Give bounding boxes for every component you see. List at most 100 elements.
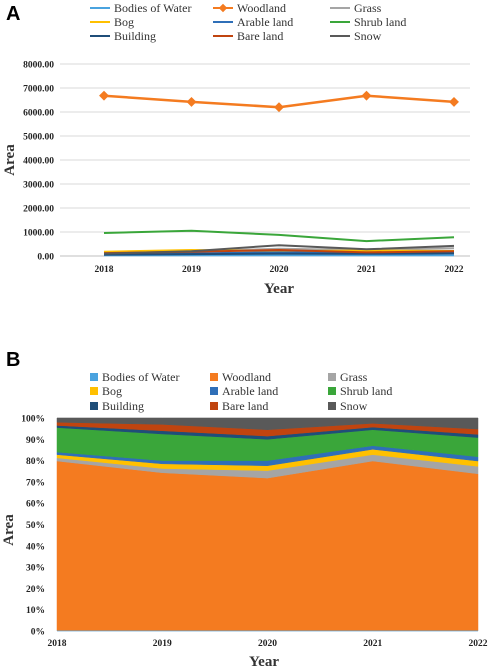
series-line: [103, 244, 455, 255]
legend-item-snow: Snow: [328, 399, 368, 413]
panel-a-y-ticks: 0.00 1000.00 2000.00 3000.00 4000.00 5000.00 6…: [23, 61, 54, 263]
legend-label: Bodies of Water: [114, 1, 191, 15]
legend-item-grass: Grass: [330, 1, 382, 15]
panel-a-gridlines: [60, 63, 470, 257]
legend-label: Shrub land: [354, 15, 406, 29]
y-tick-label: 80%: [26, 457, 45, 467]
legend-swatch: [210, 373, 218, 381]
data-point: [361, 90, 372, 101]
y-tick-label: 3000.00: [23, 181, 54, 191]
legend-item-bodies-of-water: Bodies of Water: [90, 1, 191, 15]
series-line: [103, 252, 455, 256]
legend-label: Building: [102, 399, 144, 413]
panel-a-x-ticks: 2018 2019 2020 2021 2022: [95, 265, 464, 275]
legend-item-arable-land: Arable land: [210, 384, 278, 398]
x-tick-label: 2021: [363, 639, 382, 649]
legend-item-grass: Grass: [328, 370, 368, 384]
x-tick-label: 2020: [258, 639, 277, 649]
y-tick-label: 30%: [26, 564, 45, 574]
legend-label: Bare land: [222, 399, 268, 413]
series-line: [103, 249, 455, 253]
area-woodland: [56, 460, 479, 631]
legend-item-bog: Bog: [90, 15, 134, 29]
legend-label: Bare land: [237, 29, 283, 43]
panel-b-y-axis-title: Area: [1, 514, 17, 546]
legend-swatch: [210, 402, 218, 410]
y-tick-label: 10%: [26, 606, 45, 616]
legend-item-arable-land: Arable land: [213, 15, 293, 29]
legend-label: Arable land: [237, 15, 293, 29]
series-snow: [103, 244, 455, 255]
legend-item-bare-land: Bare land: [213, 29, 283, 43]
legend-item-shrub-land: Shrub land: [330, 15, 406, 29]
y-tick-label: 70%: [26, 478, 45, 488]
panel-b-area-chart: B Bodies of Water Woodland Grass Bog Arable …: [1, 349, 488, 670]
y-tick-label: 1000.00: [23, 229, 54, 239]
data-point: [186, 96, 197, 107]
y-tick-label: 100%: [21, 415, 45, 425]
legend-label: Snow: [340, 399, 368, 413]
legend-label: Bodies of Water: [102, 370, 179, 384]
x-tick-label: 2019: [182, 265, 201, 275]
legend-item-bog: Bog: [90, 384, 122, 398]
legend-label: Arable land: [222, 384, 278, 398]
y-tick-label: 4000.00: [23, 157, 54, 167]
legend-label: Shrub land: [340, 384, 392, 398]
x-tick-label: 2018: [95, 265, 114, 275]
legend-label: Grass: [354, 1, 382, 15]
legend-item-bodies-of-water: Bodies of Water: [90, 370, 179, 384]
legend-marker: [218, 3, 228, 13]
legend-item-woodland: Woodland: [213, 1, 286, 15]
legend-swatch: [328, 387, 336, 395]
legend-label: Bog: [114, 15, 134, 29]
panel-b-y-ticks: 0% 10% 20% 30% 40% 50% 60% 70% 80% 90% 100%: [21, 415, 45, 638]
y-tick-label: 50%: [26, 521, 45, 531]
panel-a-y-axis-title: Area: [2, 144, 18, 176]
x-tick-label: 2020: [270, 265, 289, 275]
x-tick-label: 2019: [153, 639, 172, 649]
y-tick-label: 0.00: [37, 253, 54, 263]
panel-b-legend: Bodies of Water Woodland Grass Bog Arable la…: [90, 370, 392, 413]
legend-item-building: Building: [90, 29, 156, 43]
legend-swatch: [328, 402, 336, 410]
legend-item-snow: Snow: [330, 29, 382, 43]
y-tick-label: 90%: [26, 436, 45, 446]
legend-label: Bog: [102, 384, 122, 398]
legend-label: Woodland: [237, 1, 286, 15]
legend-item-shrub-land: Shrub land: [328, 384, 392, 398]
y-tick-label: 2000.00: [23, 205, 54, 215]
panel-a-line-chart: A Bodies of Water Woodland Grass Bog Arable …: [2, 1, 470, 297]
series-bog: [103, 249, 455, 253]
area-snow: [56, 417, 479, 430]
y-tick-label: 6000.00: [23, 109, 54, 119]
series-building: [103, 252, 455, 256]
data-point: [99, 90, 109, 101]
legend-swatch: [328, 373, 336, 381]
legend-item-bare-land: Bare land: [210, 399, 268, 413]
y-tick-label: 40%: [26, 542, 45, 552]
panel-a-legend: Bodies of Water Woodland Grass Bog Arable la…: [90, 1, 406, 43]
legend-label: Grass: [340, 370, 368, 384]
y-tick-label: 5000.00: [23, 133, 54, 143]
legend-label: Woodland: [222, 370, 271, 384]
y-tick-label: 8000.00: [23, 61, 54, 71]
panel-b-plot-area: [56, 417, 479, 632]
series-woodland: [99, 90, 459, 113]
panel-b-x-ticks: 2018 2019 2020 2021 2022: [48, 639, 488, 649]
series-shrub-land: [103, 229, 455, 243]
legend-item-woodland: Woodland: [210, 370, 271, 384]
data-point: [274, 102, 284, 113]
legend-swatch: [90, 387, 98, 395]
legend-swatch: [210, 387, 218, 395]
panel-b-x-axis-title: Year: [249, 654, 279, 670]
x-tick-label: 2022: [469, 639, 488, 649]
legend-swatch: [90, 402, 98, 410]
y-tick-label: 7000.00: [23, 85, 54, 95]
y-tick-label: 60%: [26, 500, 45, 510]
x-tick-label: 2018: [48, 639, 67, 649]
panel-a-x-axis-title: Year: [264, 281, 294, 297]
panel-a-letter: A: [6, 3, 20, 25]
y-tick-label: 0%: [31, 628, 45, 638]
x-tick-label: 2022: [445, 265, 464, 275]
